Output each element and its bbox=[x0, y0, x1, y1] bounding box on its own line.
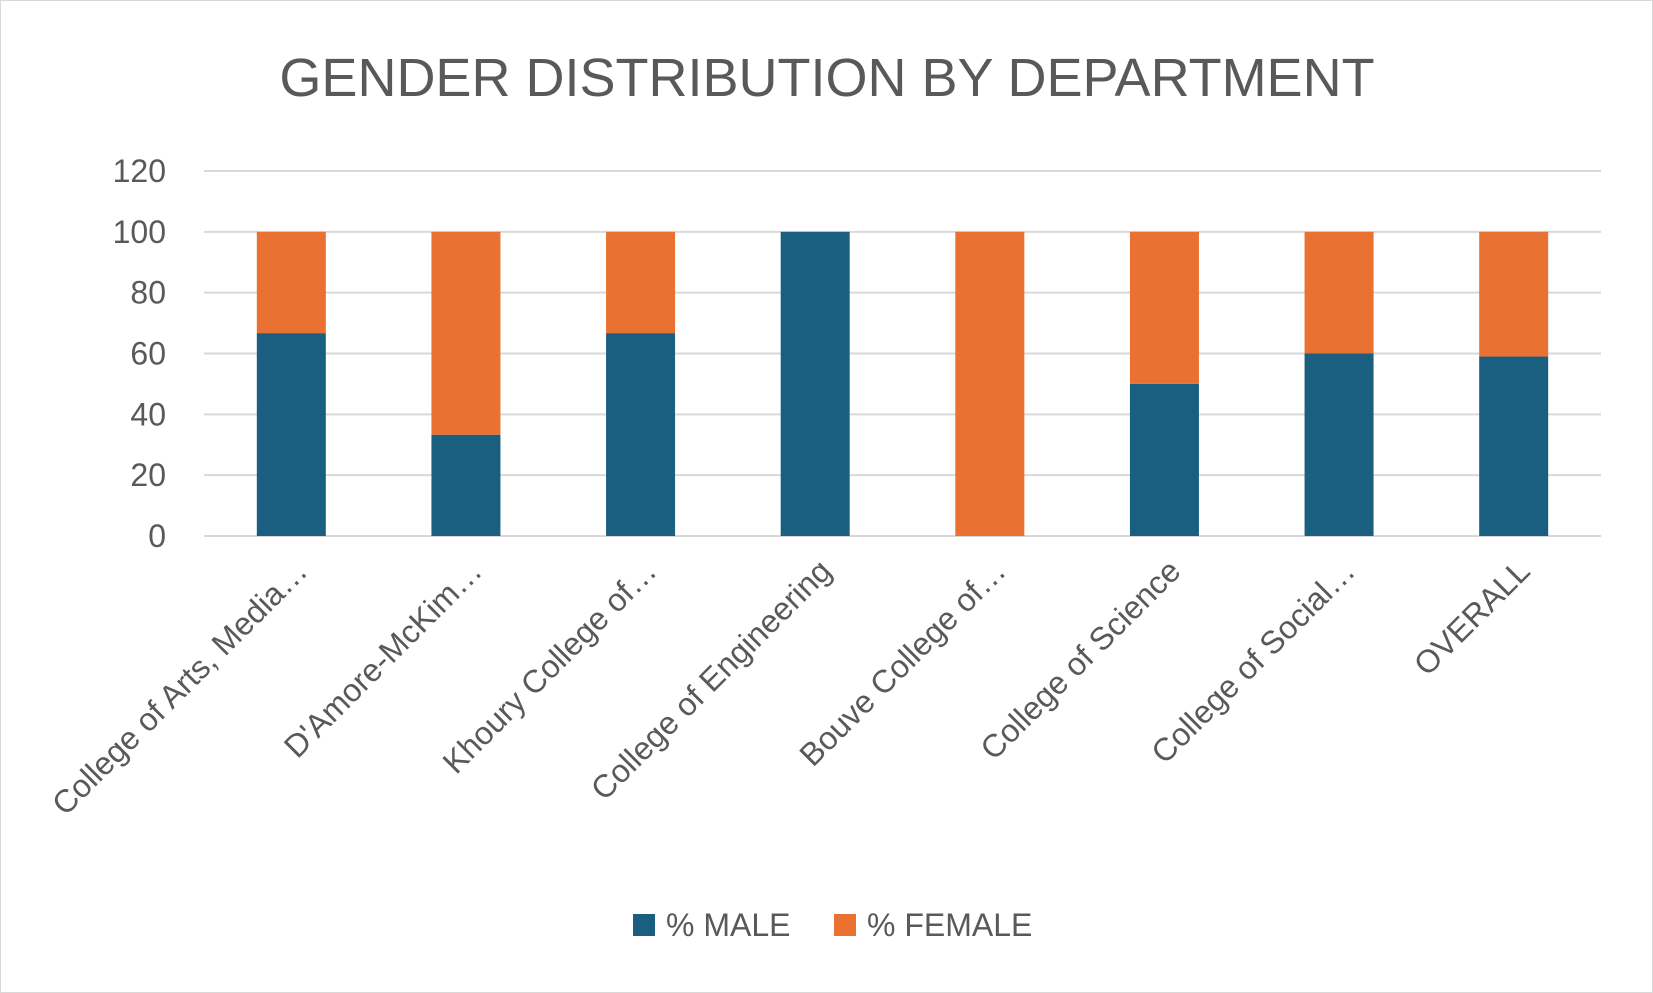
y-tick-label: 80 bbox=[130, 275, 166, 311]
bar-female-7 bbox=[1479, 231, 1549, 357]
legend-swatch-female bbox=[834, 914, 856, 936]
x-category-label: College of Arts, Media… bbox=[45, 552, 314, 821]
bars bbox=[256, 231, 1549, 537]
bar-female-0 bbox=[256, 231, 326, 334]
legend-label-male: % MALE bbox=[666, 907, 790, 943]
bar-male-5 bbox=[1129, 383, 1199, 536]
y-tick-label: 40 bbox=[130, 396, 166, 432]
bar-male-0 bbox=[256, 333, 326, 536]
bar-female-1 bbox=[431, 231, 501, 435]
x-category-label: OVERALL bbox=[1407, 552, 1537, 682]
bar-female-4 bbox=[955, 231, 1025, 537]
legend-label-female: % FEMALE bbox=[867, 907, 1032, 943]
legend: % MALE % FEMALE bbox=[633, 907, 1032, 943]
chart-title: GENDER DISTRIBUTION BY DEPARTMENT bbox=[279, 48, 1374, 108]
y-tick-label: 0 bbox=[148, 518, 166, 554]
legend-swatch-male bbox=[633, 914, 655, 936]
gridlines bbox=[204, 170, 1601, 537]
y-tick-label: 100 bbox=[113, 214, 166, 250]
bar-male-1 bbox=[431, 434, 501, 536]
bar-female-6 bbox=[1304, 231, 1374, 354]
bar-male-3 bbox=[780, 231, 850, 537]
bar-female-2 bbox=[606, 231, 676, 334]
bar-male-7 bbox=[1479, 356, 1549, 536]
bar-male-6 bbox=[1304, 353, 1374, 536]
x-axis-category-labels: College of Arts, Media…D'Amore-McKim…Kho… bbox=[45, 552, 1537, 821]
y-tick-label: 120 bbox=[113, 153, 166, 189]
y-axis-tick-labels: 0 20 40 60 80 100 120 bbox=[113, 153, 166, 554]
bar-female-5 bbox=[1129, 231, 1199, 384]
y-tick-label: 60 bbox=[130, 336, 166, 372]
bar-male-2 bbox=[606, 333, 676, 536]
y-tick-label: 20 bbox=[130, 457, 166, 493]
